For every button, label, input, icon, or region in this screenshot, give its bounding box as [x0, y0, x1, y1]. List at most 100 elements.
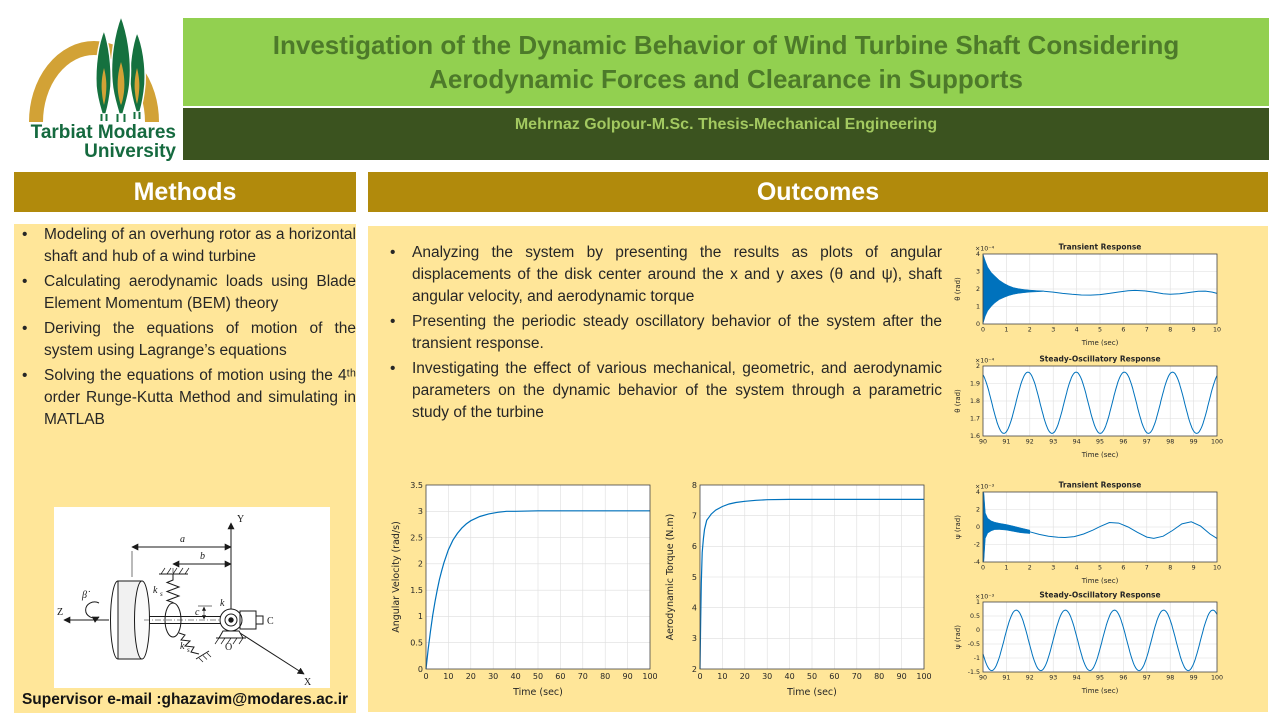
x-tick-label: 10 [1213, 327, 1221, 334]
x-axis-label: Time (sec) [1081, 687, 1119, 695]
methods-bullet-4: Solving the equations of motion using th… [14, 365, 356, 431]
y-tick-label: 0 [976, 321, 980, 328]
logo-arch [29, 41, 159, 123]
y-tick-label: -1.5 [968, 669, 980, 676]
label-dim-a: a [180, 534, 185, 545]
y-tick-label: -0.5 [968, 641, 980, 648]
y-tick-label: 3 [976, 269, 980, 276]
axes-box [699, 484, 925, 670]
x-tick-label: 1 [1004, 565, 1008, 572]
series-line [1029, 521, 1218, 539]
y-tick-label: 1.9 [970, 381, 980, 388]
x-tick-label: 94 [1073, 675, 1081, 682]
y-tick-label: 3 [692, 634, 697, 643]
y-tick-label: 1.5 [410, 586, 423, 595]
x-tick-label: 10 [1213, 565, 1221, 572]
logo-tree-trunks [100, 112, 141, 122]
x-tick-label: 40 [511, 672, 521, 681]
y-tick-label: -4 [974, 559, 980, 566]
x-tick-label: 8 [1168, 565, 1172, 572]
x-tick-label: 98 [1166, 439, 1174, 446]
x-tick-label: 3 [1051, 565, 1055, 572]
y-tick-label: 2 [976, 507, 980, 514]
disk-left-face [110, 580, 119, 660]
y-axis-label: Angular Velocity (rad/s) [391, 521, 402, 633]
x-tick-label: 30 [762, 672, 772, 681]
y-axis-label: ψ (rad) [954, 625, 962, 649]
label-origin-o: O [225, 642, 232, 653]
x-tick-label: 97 [1143, 675, 1151, 682]
methods-bullet-3: Deriving the equations of motion of the … [14, 318, 356, 362]
x-axis-label: Time (sec) [1081, 451, 1119, 459]
bottom-spring [178, 632, 200, 655]
y-tick-label: 3.5 [410, 481, 423, 490]
series-envelope [982, 491, 1031, 563]
y-tick-label: 2.5 [410, 533, 423, 542]
methods-bullet-2: Calculating aerodynamic loads using Blad… [14, 271, 356, 315]
outcomes-bullet-1: Analyzing the system by presenting the r… [382, 242, 942, 308]
chart-title: Steady-Oscillatory Response [1039, 591, 1160, 600]
x-tick-label: 91 [1002, 439, 1010, 446]
x-tick-label: 97 [1143, 439, 1151, 446]
axes-box [425, 484, 651, 670]
x-tick-label: 100 [1211, 675, 1223, 682]
logo-text-line1: Tarbiat Modares [31, 122, 176, 143]
x-tick-label: 92 [1026, 675, 1034, 682]
y-tick-label: 4 [692, 603, 697, 612]
x-tick-label: 91 [1002, 675, 1010, 682]
x-tick-label: 100 [642, 672, 657, 681]
chart-title: Transient Response [1059, 481, 1142, 490]
x-tick-label: 6 [1121, 565, 1125, 572]
supervisor-email: Supervisor e-mail :ghazavim@modares.ac.i… [21, 691, 349, 708]
label-y-axis: Y [237, 514, 244, 525]
y-axis-label: ψ (rad) [954, 515, 962, 539]
y-tick-label: 2 [976, 363, 980, 370]
x-tick-label: 10 [443, 672, 453, 681]
x-tick-label: 93 [1049, 675, 1057, 682]
x-tick-label: 6 [1121, 327, 1125, 334]
outcomes-bullet-2: Presenting the periodic steady oscillato… [382, 311, 942, 355]
x-tick-label: 2 [1028, 327, 1032, 334]
x-tick-label: 80 [874, 672, 884, 681]
x-tick-label: 80 [600, 672, 610, 681]
x-tick-label: 30 [488, 672, 498, 681]
chart-theta-steady-oscillatory-response: 90 91 92 93 94 95 96 97 98 99 100 1.6 1.7 1.8 1.9 2 Stea… [954, 355, 1223, 460]
poster-subtitle: Mehrnaz Golpour-M.Sc. Thesis-Mechanical … [183, 108, 1269, 160]
x-axis-label: Time (sec) [786, 687, 837, 698]
x-tick-label: 20 [740, 672, 750, 681]
x-axis-label: Time (sec) [512, 687, 563, 698]
y-tick-label: 0 [418, 665, 423, 674]
y-axis-label: Aerodynamic Torque (N.m) [665, 514, 676, 641]
y-tick-label: 0.5 [970, 613, 980, 620]
x-tick-label: 8 [1168, 327, 1172, 334]
x-tick-label: 10 [717, 672, 727, 681]
series-line [982, 609, 1218, 672]
outcomes-bullet-3: Investigating the effect of various mech… [382, 358, 942, 424]
y-tick-label: 5 [692, 573, 697, 582]
x-tick-label: 9 [1192, 327, 1196, 334]
y-tick-label: 0 [976, 627, 980, 634]
x-tick-label: 60 [829, 672, 839, 681]
label-spring-k-bottom: k [180, 641, 185, 652]
y-tick-label: 1.6 [970, 433, 980, 440]
y-tick-label: 6 [692, 542, 697, 551]
chart-angular-velocity: 0 10 20 30 40 50 60 70 80 90 100 0 0.5 1 1.5 2 2.5 3 3.5 Ti… [391, 481, 658, 698]
series-line [425, 510, 650, 670]
x-tick-label: 0 [697, 672, 702, 681]
axis-exponent-label: ×10⁻⁴ [975, 246, 995, 253]
y-tick-label: 1 [976, 599, 980, 606]
chart-theta-transient-response: 0 1 2 3 4 5 6 7 8 9 10 0 1 2 3 4 Transient Response ×10⁻⁴… [954, 243, 1221, 348]
y-tick-label: 1.8 [970, 398, 980, 405]
bottom-wall-hatching [198, 652, 212, 663]
university-logo: Tarbiat Modares University [24, 10, 184, 162]
beta-rotation-arrow [85, 601, 100, 623]
y-tick-label: 2 [418, 560, 423, 569]
x-axis-label: Time (sec) [1081, 577, 1119, 585]
x-tick-label: 0 [981, 565, 985, 572]
label-spring-s-top: s [160, 590, 163, 598]
x-tick-label: 93 [1049, 439, 1057, 446]
x-tick-label: 7 [1145, 327, 1149, 334]
y-tick-label: 3 [418, 507, 423, 516]
y-tick-label: 7 [692, 511, 697, 520]
label-z-axis: Z [57, 607, 63, 618]
